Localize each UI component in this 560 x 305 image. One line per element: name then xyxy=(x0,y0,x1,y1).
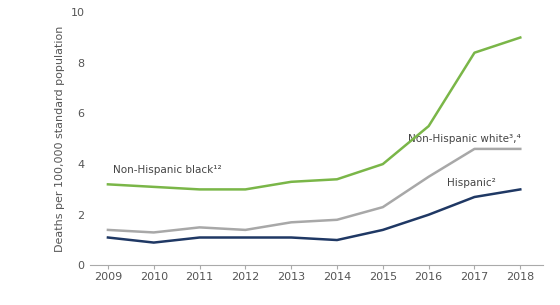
Y-axis label: Deaths per 100,000 standard population: Deaths per 100,000 standard population xyxy=(55,26,65,252)
Text: Hispanic²: Hispanic² xyxy=(447,178,496,188)
Text: Non-Hispanic black¹²: Non-Hispanic black¹² xyxy=(113,166,221,175)
Text: Non-Hispanic white³,⁴: Non-Hispanic white³,⁴ xyxy=(408,134,521,144)
